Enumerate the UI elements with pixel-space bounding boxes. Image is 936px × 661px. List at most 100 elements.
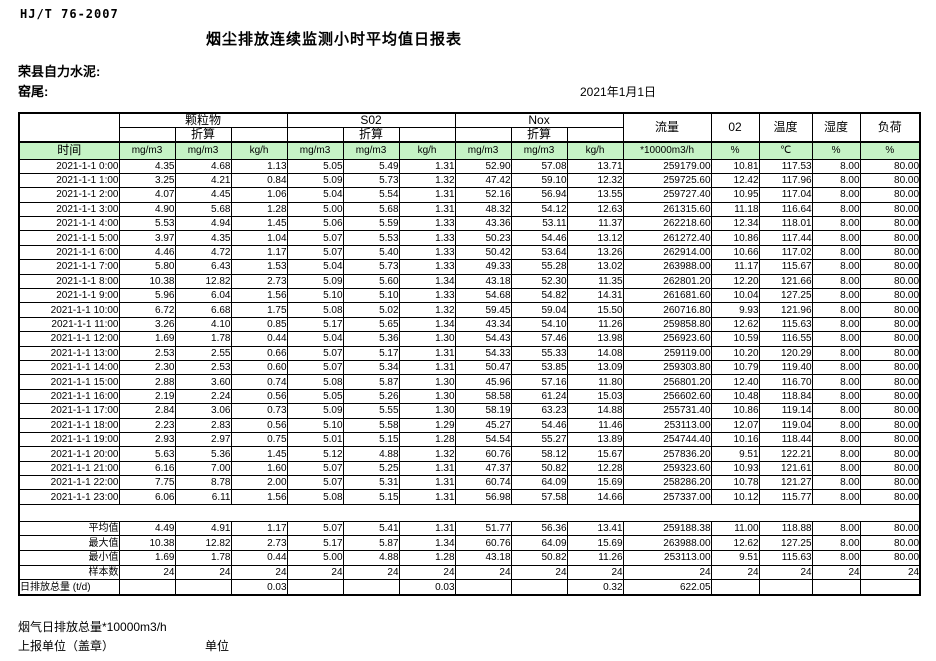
table-cell: 4.88 [342, 550, 400, 566]
table-cell: 80.00 [859, 244, 921, 261]
unit-cell: *10000m3/h [622, 141, 712, 160]
table-cell: 1.28 [398, 431, 456, 448]
table-cell: 10.78 [710, 475, 760, 491]
table-cell: 2.88 [118, 374, 176, 390]
table-cell: 14.08 [566, 345, 624, 361]
table-cell: 63.23 [510, 403, 568, 419]
header-blank [118, 127, 176, 143]
table-cell: 118.88 [758, 520, 813, 537]
reporting-unit-label: 上报单位（盖章） [18, 639, 115, 653]
table-cell: 56.94 [510, 187, 568, 203]
table-cell: 5.12 [286, 446, 344, 462]
table-cell: 8.00 [811, 446, 861, 462]
table-cell: 5.04 [286, 331, 344, 347]
table-cell: 261315.60 [622, 201, 712, 218]
table-cell: 115.67 [758, 259, 813, 275]
table-cell [342, 579, 400, 596]
table-cell: 5.59 [342, 216, 400, 232]
time-cell: 2021-1-1 4:00 [18, 216, 120, 232]
table-cell: 54.68 [454, 288, 512, 304]
table-cell: 1.33 [398, 230, 456, 246]
table-cell: 11.26 [566, 550, 624, 566]
table-cell: 1.31 [398, 201, 456, 218]
table-cell: 5.17 [342, 345, 400, 361]
table-cell: 5.00 [286, 550, 344, 566]
unit-cell: mg/m3 [342, 141, 400, 160]
table-cell [286, 579, 344, 596]
table-cell: 11.17 [710, 259, 760, 275]
table-cell: 1.32 [398, 172, 456, 189]
table-cell: 2.53 [174, 359, 232, 376]
table-cell: 1.69 [118, 550, 176, 566]
col-group-particulate: 颗粒物 [118, 112, 288, 128]
table-cell: 43.36 [454, 216, 512, 232]
table-cell: 5.09 [286, 172, 344, 189]
table-row: 2021-1-1 17:00 2.84 3.06 0.73 5.09 5.55 1.30 58… [18, 403, 921, 419]
table-row: 2021-1-1 8:00 10.38 12.82 2.73 5.09 5.60 1.34 4… [18, 273, 921, 290]
table-cell: 8.00 [811, 489, 861, 505]
header-row-units: 时间 mg/m3 mg/m3 kg/h mg/m3 mg/m3 kg/h mg/… [18, 141, 921, 160]
table-cell: 12.40 [710, 374, 760, 390]
table-row: 2021-1-1 10:00 6.72 6.68 1.75 5.08 5.02 1.32 59… [18, 302, 921, 318]
table-cell: 24 [859, 564, 921, 581]
table-cell: 257337.00 [622, 489, 712, 505]
table-cell: 7.75 [118, 475, 176, 491]
table-cell: 12.32 [566, 172, 624, 189]
table-cell: 8.00 [811, 331, 861, 347]
table-cell: 4.07 [118, 187, 176, 203]
table-cell: 1.32 [398, 446, 456, 462]
time-cell: 2021-1-1 13:00 [18, 345, 120, 361]
table-cell: 257836.20 [622, 446, 712, 462]
table-cell: 12.42 [710, 172, 760, 189]
header-blank [566, 127, 624, 143]
table-cell: 10.66 [710, 244, 760, 261]
summary-row: 最大值 10.38 12.82 2.73 5.17 5.87 1.34 60.76 64.09 1… [18, 535, 921, 552]
table-cell: 5.55 [342, 403, 400, 419]
table-cell: 11.35 [566, 273, 624, 290]
table-cell: 5.54 [342, 187, 400, 203]
table-cell [510, 579, 568, 596]
table-cell: 80.00 [859, 158, 921, 174]
table-cell: 80.00 [859, 359, 921, 376]
summary-row: 样本数 24 24 24 24 24 24 24 24 24 24 24 24 24 24 [18, 564, 921, 581]
table-cell: 5.10 [286, 417, 344, 433]
table-cell: 1.34 [398, 535, 456, 552]
table-cell: 5.07 [286, 359, 344, 376]
table-cell: 121.27 [758, 475, 813, 491]
table-cell: 5.53 [118, 216, 176, 232]
table-cell: 8.00 [811, 172, 861, 189]
table-cell: 5.96 [118, 288, 176, 304]
table-cell: 121.66 [758, 273, 813, 290]
table-cell: 1.31 [398, 359, 456, 376]
table-cell: 11.37 [566, 216, 624, 232]
time-cell: 2021-1-1 12:00 [18, 331, 120, 347]
table-cell: 1.56 [230, 288, 288, 304]
table-cell: 5.60 [342, 273, 400, 290]
table-cell: 8.00 [811, 259, 861, 275]
time-cell: 2021-1-1 7:00 [18, 259, 120, 275]
table-cell: 1.78 [174, 331, 232, 347]
table-row: 2021-1-1 15:00 2.88 3.60 0.74 5.08 5.87 1.30 45… [18, 374, 921, 390]
table-cell: 261681.60 [622, 288, 712, 304]
table-cell [758, 579, 813, 596]
table-cell: 5.05 [286, 388, 344, 405]
table-cell: 54.46 [510, 230, 568, 246]
table-cell: 8.00 [811, 230, 861, 246]
table-cell: 5.07 [286, 244, 344, 261]
table-cell: 8.00 [811, 374, 861, 390]
table-cell: 5.15 [342, 489, 400, 505]
table-row: 2021-1-1 22:00 7.75 8.78 2.00 5.07 5.31 1.31 60… [18, 475, 921, 491]
table-cell: 80.00 [859, 403, 921, 419]
table-cell: 8.00 [811, 359, 861, 376]
table-cell: 2.73 [230, 535, 288, 552]
table-cell: 80.00 [859, 259, 921, 275]
table-cell: 2.23 [118, 417, 176, 433]
table-cell: 1.30 [398, 403, 456, 419]
table-cell: 80.00 [859, 345, 921, 361]
table-cell: 5.07 [286, 475, 344, 491]
table-cell: 1.28 [230, 201, 288, 218]
table-cell: 80.00 [859, 201, 921, 218]
table-cell: 255731.40 [622, 403, 712, 419]
table-cell: 0.60 [230, 359, 288, 376]
